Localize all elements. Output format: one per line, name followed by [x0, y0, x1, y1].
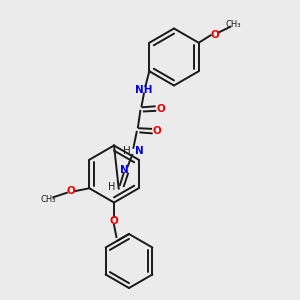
Text: O: O	[156, 104, 165, 114]
Text: O: O	[211, 30, 220, 40]
Text: CH₃: CH₃	[225, 20, 241, 29]
Text: CH₃: CH₃	[40, 194, 56, 203]
Text: H: H	[108, 182, 116, 192]
Text: H: H	[123, 146, 131, 156]
Text: O: O	[67, 186, 76, 196]
Text: O: O	[110, 216, 118, 226]
Text: NH: NH	[135, 85, 153, 95]
Text: O: O	[153, 126, 161, 136]
Text: N: N	[120, 165, 129, 175]
Text: N: N	[135, 146, 143, 156]
